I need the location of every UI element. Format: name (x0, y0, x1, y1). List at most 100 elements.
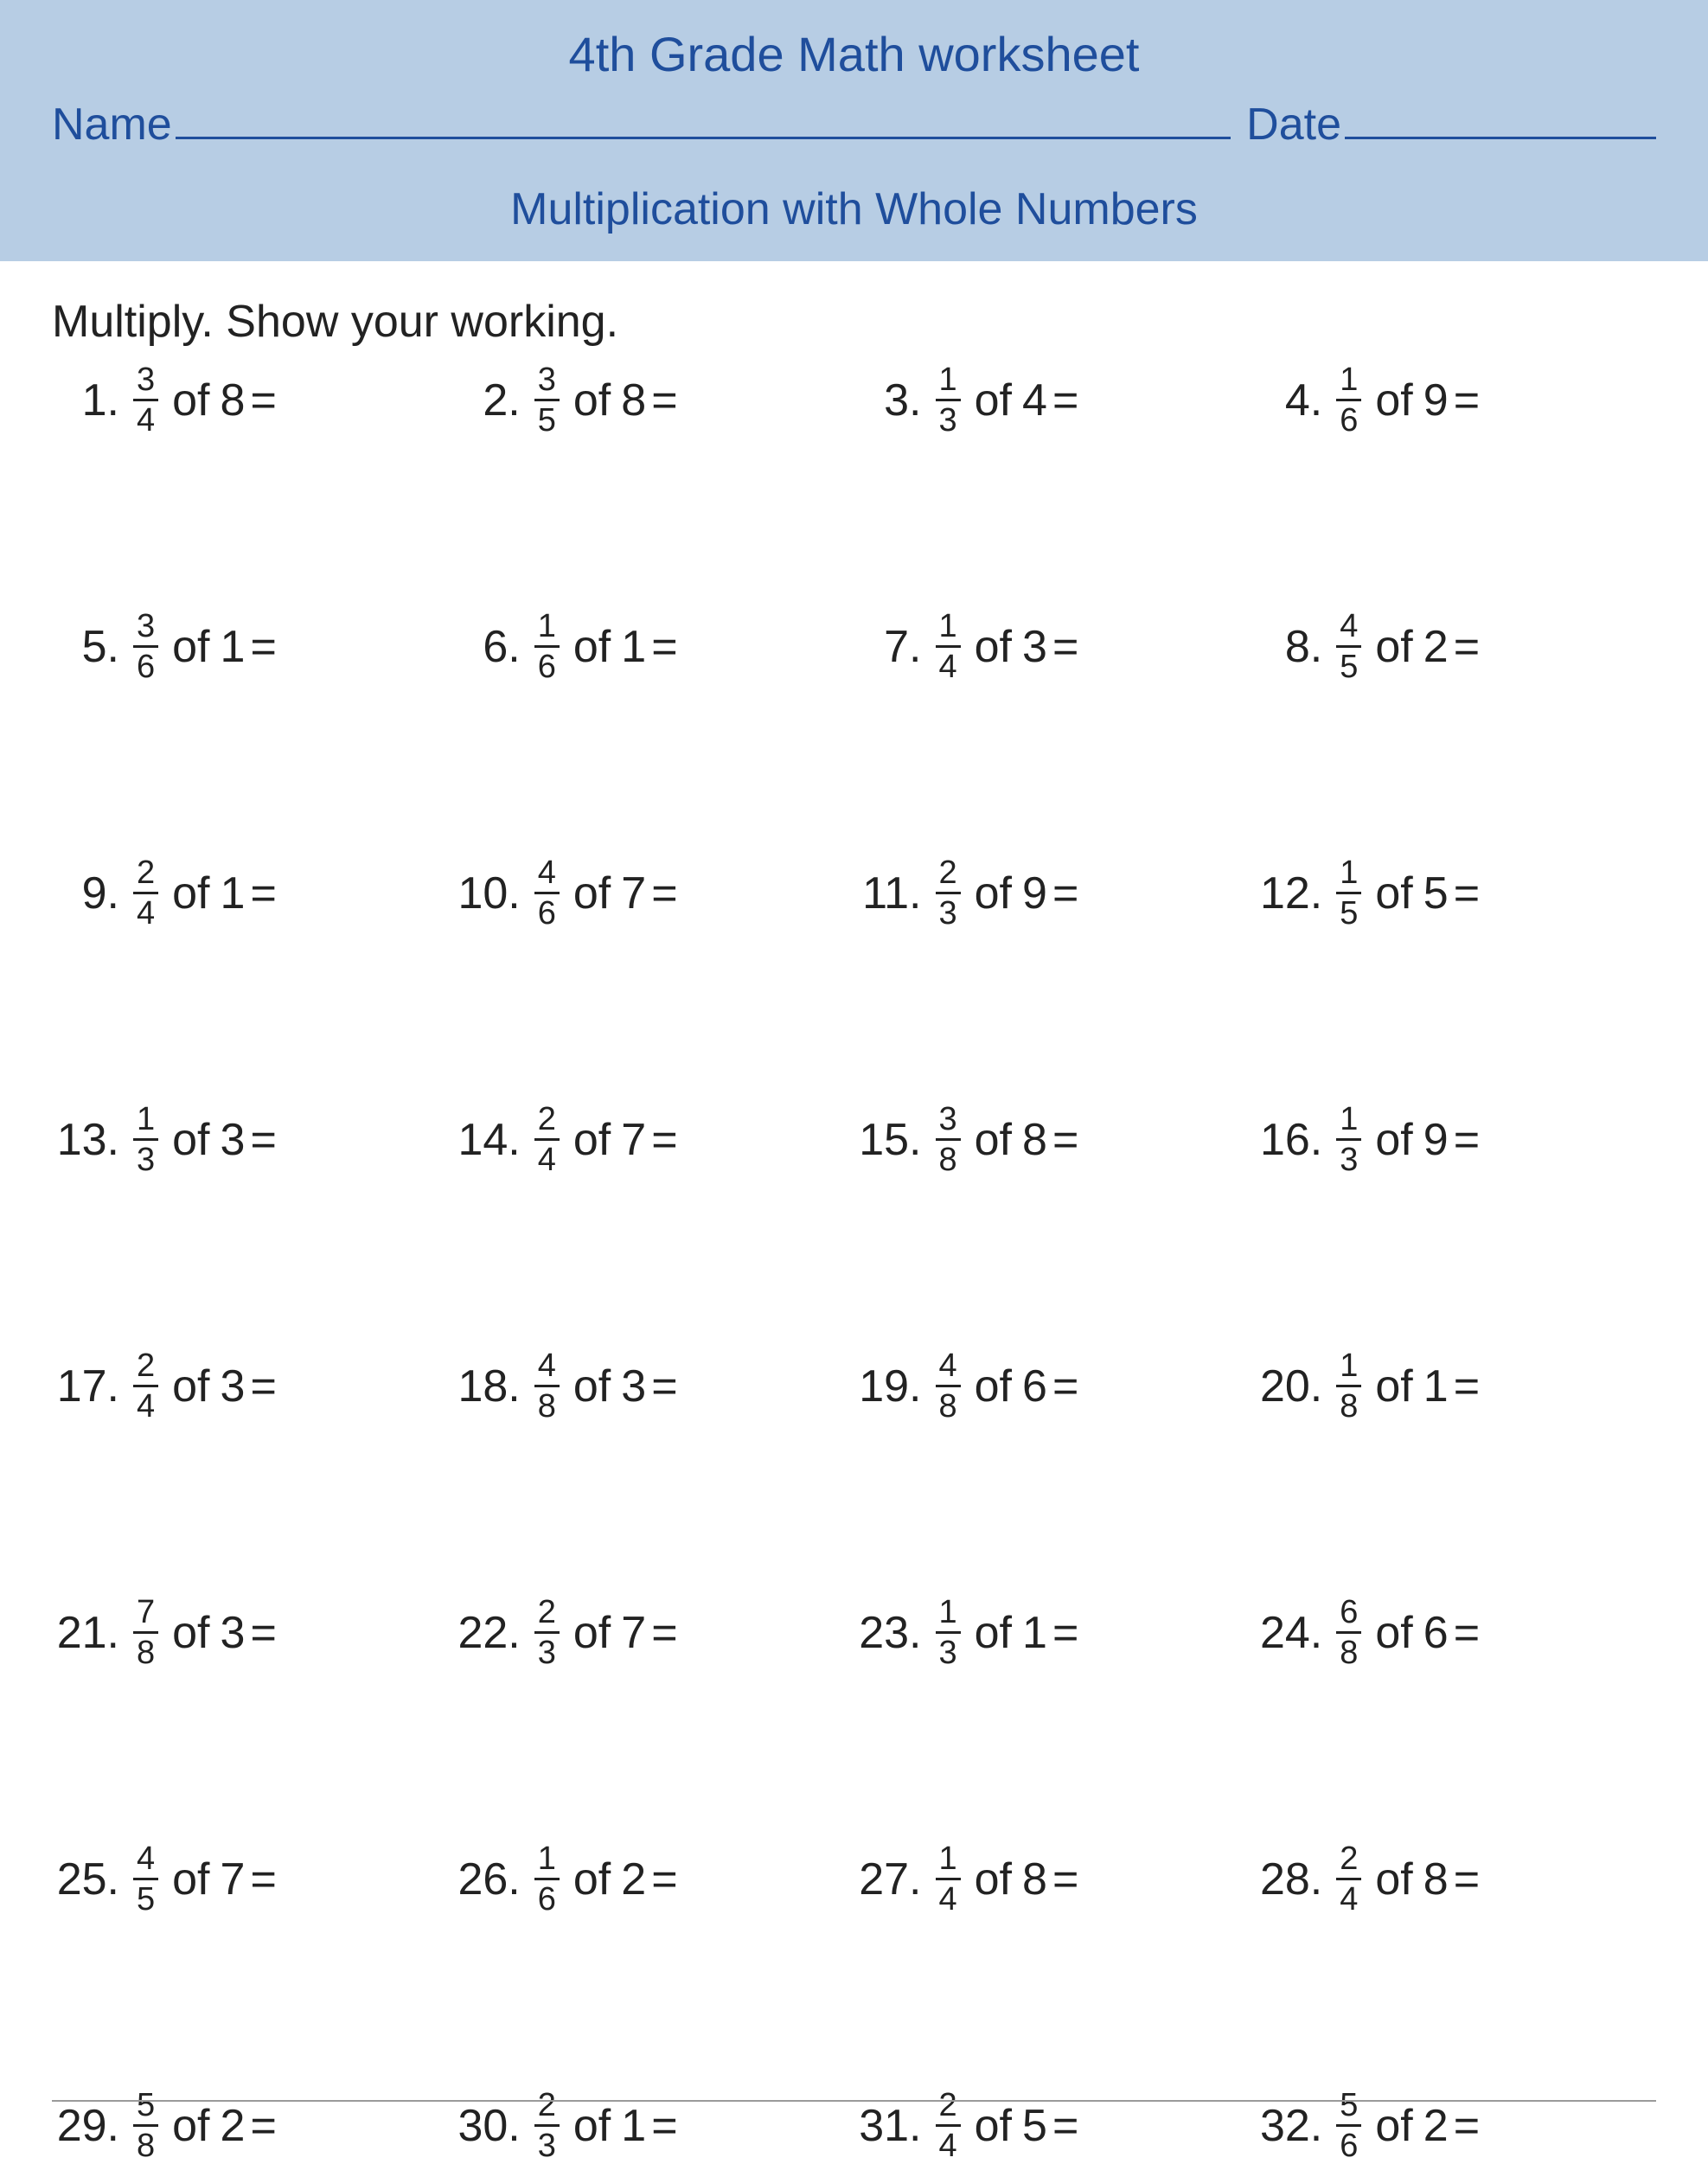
problem-number: 2. (453, 375, 521, 426)
fraction: 68 (1336, 1596, 1361, 1669)
fraction-numerator: 1 (1336, 856, 1361, 892)
fraction-numerator: 1 (133, 1103, 158, 1138)
problem-number: 21. (52, 1607, 119, 1659)
whole-number: 7 (621, 1607, 646, 1659)
whole-number: 6 (1022, 1361, 1047, 1412)
fraction-numerator: 3 (534, 363, 560, 399)
of-word: of (172, 621, 209, 673)
equals-sign: = (1052, 2100, 1078, 2152)
fraction-denominator: 3 (936, 399, 961, 437)
fraction-numerator: 1 (1336, 1103, 1361, 1138)
of-word: of (1375, 621, 1412, 673)
whole-number: 2 (1423, 2100, 1449, 2152)
problem-number: 25. (52, 1853, 119, 1905)
problem-number: 12. (1255, 868, 1322, 919)
equals-sign: = (250, 375, 276, 426)
worksheet-subtitle: Multiplication with Whole Numbers (52, 183, 1656, 235)
fraction: 48 (534, 1349, 560, 1423)
instruction-text: Multiply. Show your working. (52, 296, 1656, 348)
problems-grid: 1.34of 8 =2.35of 8 =3.13of 4 =4.16of 9 =… (52, 363, 1656, 2162)
whole-number: 8 (221, 375, 246, 426)
equals-sign: = (250, 1361, 276, 1412)
fraction-numerator: 1 (1336, 363, 1361, 399)
problem-item: 18.48of 3 = (453, 1349, 854, 1423)
problem-number: 27. (854, 1853, 922, 1905)
problem-item: 16.13of 9 = (1255, 1103, 1656, 1176)
problem-item: 3.13of 4 = (854, 363, 1256, 437)
problem-item: 22.23of 7 = (453, 1596, 854, 1669)
fraction-numerator: 1 (936, 610, 961, 645)
fraction-numerator: 5 (133, 2089, 158, 2124)
problem-number: 20. (1255, 1361, 1322, 1412)
equals-sign: = (651, 375, 677, 426)
problem-number: 9. (52, 868, 119, 919)
problem-item: 26.16of 2 = (453, 1842, 854, 1916)
whole-number: 9 (1423, 1114, 1449, 1166)
of-word: of (1375, 2100, 1412, 2152)
whole-number: 5 (1423, 868, 1449, 919)
fraction-numerator: 6 (1336, 1596, 1361, 1631)
fraction-numerator: 1 (1336, 1349, 1361, 1385)
whole-number: 5 (1022, 2100, 1047, 2152)
whole-number: 2 (1423, 621, 1449, 673)
name-input-line[interactable] (176, 94, 1231, 139)
whole-number: 1 (621, 621, 646, 673)
of-word: of (573, 1853, 611, 1905)
fraction-denominator: 4 (534, 1138, 560, 1176)
footer-divider (52, 2100, 1656, 2102)
fraction: 34 (133, 363, 158, 437)
whole-number: 2 (221, 2100, 246, 2152)
equals-sign: = (250, 868, 276, 919)
date-input-line[interactable] (1345, 94, 1656, 139)
problem-item: 25.45of 7 = (52, 1842, 453, 1916)
equals-sign: = (1052, 868, 1078, 919)
equals-sign: = (1052, 1853, 1078, 1905)
whole-number: 1 (221, 868, 246, 919)
whole-number: 6 (1423, 1607, 1449, 1659)
problem-item: 6.16of 1 = (453, 610, 854, 683)
problem-number: 28. (1255, 1853, 1322, 1905)
fraction: 24 (133, 856, 158, 930)
fraction-denominator: 8 (534, 1385, 560, 1423)
of-word: of (573, 1361, 611, 1412)
fraction: 13 (936, 363, 961, 437)
equals-sign: = (1454, 621, 1480, 673)
fraction-denominator: 4 (1336, 1878, 1361, 1916)
fraction-denominator: 3 (534, 1631, 560, 1669)
of-word: of (573, 375, 611, 426)
problem-number: 5. (52, 621, 119, 673)
whole-number: 8 (621, 375, 646, 426)
whole-number: 3 (621, 1361, 646, 1412)
equals-sign: = (250, 1114, 276, 1166)
fraction-numerator: 3 (133, 363, 158, 399)
problem-number: 4. (1255, 375, 1322, 426)
equals-sign: = (1052, 1607, 1078, 1659)
problem-item: 20.18of 1 = (1255, 1349, 1656, 1423)
fraction-numerator: 3 (936, 1103, 961, 1138)
fraction-denominator: 4 (936, 645, 961, 683)
fraction: 16 (534, 610, 560, 683)
problem-number: 29. (52, 2100, 119, 2152)
problem-number: 32. (1255, 2100, 1322, 2152)
fraction-denominator: 6 (534, 645, 560, 683)
header-band: 4th Grade Math worksheet Name Date Multi… (0, 0, 1708, 261)
problem-number: 30. (453, 2100, 521, 2152)
fraction-denominator: 8 (936, 1138, 961, 1176)
problem-number: 22. (453, 1607, 521, 1659)
problem-number: 11. (854, 868, 922, 919)
whole-number: 8 (1423, 1853, 1449, 1905)
fraction-numerator: 4 (936, 1349, 961, 1385)
of-word: of (1375, 868, 1412, 919)
problem-number: 16. (1255, 1114, 1322, 1166)
fraction: 78 (133, 1596, 158, 1669)
of-word: of (172, 1853, 209, 1905)
equals-sign: = (250, 1853, 276, 1905)
worksheet-body: Multiply. Show your working. 1.34of 8 =2… (0, 261, 1708, 2162)
whole-number: 7 (621, 868, 646, 919)
fraction-numerator: 2 (534, 1596, 560, 1631)
equals-sign: = (1052, 1361, 1078, 1412)
of-word: of (172, 1607, 209, 1659)
problem-item: 11.23of 9 = (854, 856, 1256, 930)
fraction-denominator: 4 (936, 2124, 961, 2162)
of-word: of (172, 868, 209, 919)
